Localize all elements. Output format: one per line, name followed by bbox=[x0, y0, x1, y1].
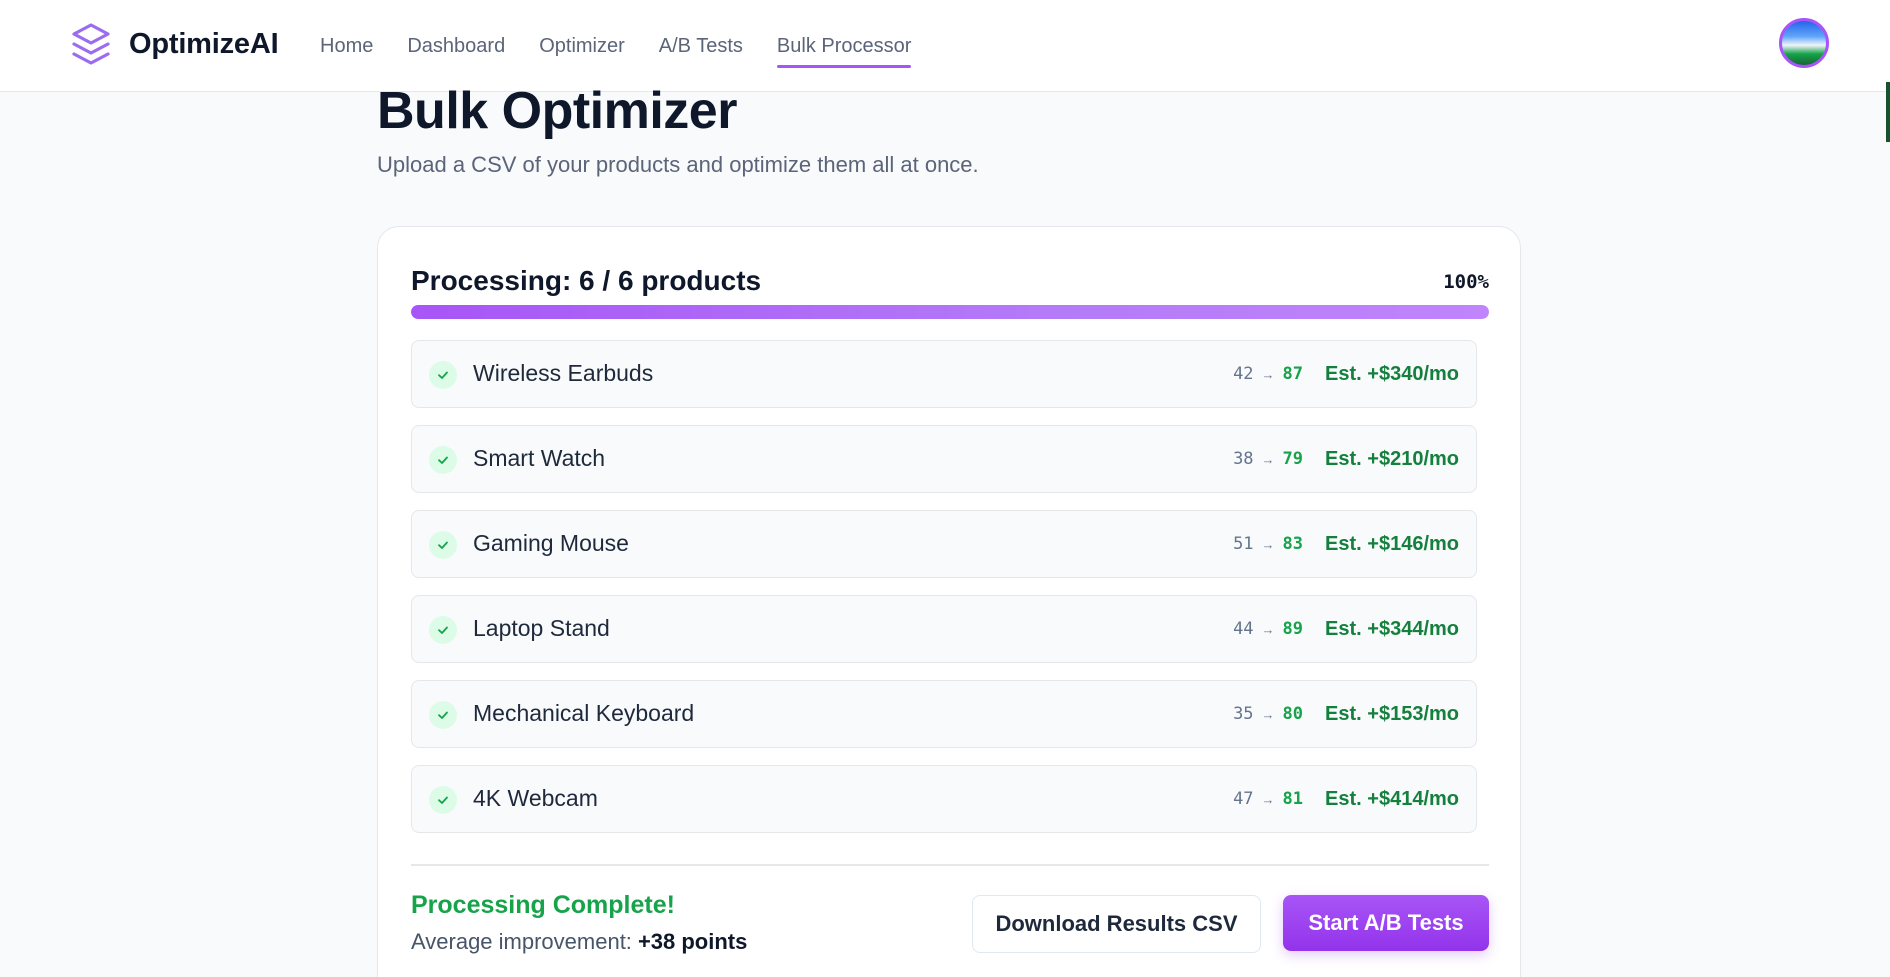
product-name: Smart Watch bbox=[473, 445, 606, 471]
score-change: 35 → 80 Est. +$153/mo bbox=[1233, 681, 1459, 747]
top-navigation-bar: OptimizeAI Home Dashboard Optimizer A/B … bbox=[0, 0, 1890, 92]
new-score: 89 bbox=[1282, 619, 1304, 639]
completion-status: Processing Complete! bbox=[411, 891, 675, 919]
progress-title: Processing: 6 / 6 products bbox=[411, 265, 762, 296]
score-change: 51 → 83 Est. +$146/mo bbox=[1233, 511, 1459, 577]
brand[interactable]: OptimizeAI bbox=[70, 22, 279, 66]
layers-icon bbox=[72, 23, 110, 65]
revenue-estimate: Est. +$340/mo bbox=[1325, 362, 1459, 385]
arrow-right-icon: → bbox=[1261, 621, 1275, 637]
score-change: 42 → 87 Est. +$340/mo bbox=[1233, 341, 1459, 407]
new-score: 79 bbox=[1282, 449, 1304, 469]
product-list: Wireless Earbuds 42 → 87 Est. +$340/mo S… bbox=[411, 340, 1477, 850]
list-item: 4K Webcam 47 → 81 Est. +$414/mo bbox=[411, 765, 1477, 833]
list-item: Smart Watch 38 → 79 Est. +$210/mo bbox=[411, 425, 1477, 493]
progress-header: Processing: 6 / 6 products 100% bbox=[411, 265, 1489, 301]
score-change: 38 → 79 Est. +$210/mo bbox=[1233, 426, 1459, 492]
revenue-estimate: Est. +$153/mo bbox=[1325, 702, 1459, 725]
new-score: 80 bbox=[1282, 704, 1304, 724]
product-name: Wireless Earbuds bbox=[473, 360, 654, 386]
old-score: 51 bbox=[1233, 534, 1254, 554]
arrow-right-icon: → bbox=[1261, 536, 1275, 552]
page-title: Bulk Optimizer bbox=[377, 82, 737, 140]
new-score: 83 bbox=[1282, 534, 1304, 554]
list-item: Gaming Mouse 51 → 83 Est. +$146/mo bbox=[411, 510, 1477, 578]
old-score: 44 bbox=[1233, 619, 1254, 639]
progress-bar-fill bbox=[411, 305, 1489, 319]
product-name: 4K Webcam bbox=[473, 785, 598, 811]
divider bbox=[411, 864, 1489, 866]
page-subtitle: Upload a CSV of your products and optimi… bbox=[377, 152, 979, 177]
revenue-estimate: Est. +$344/mo bbox=[1325, 617, 1459, 640]
score-change: 44 → 89 Est. +$344/mo bbox=[1233, 596, 1459, 662]
old-score: 42 bbox=[1233, 364, 1254, 384]
revenue-estimate: Est. +$414/mo bbox=[1325, 787, 1459, 810]
revenue-estimate: Est. +$210/mo bbox=[1325, 447, 1459, 470]
new-score: 81 bbox=[1282, 789, 1304, 809]
average-improvement-label: Average improvement: bbox=[411, 929, 632, 954]
old-score: 47 bbox=[1233, 789, 1254, 809]
nav-item-home[interactable]: Home bbox=[320, 34, 374, 57]
check-icon bbox=[429, 446, 457, 474]
nav-item-dashboard[interactable]: Dashboard bbox=[407, 34, 506, 57]
arrow-right-icon: → bbox=[1261, 451, 1275, 467]
product-name: Laptop Stand bbox=[473, 615, 610, 641]
list-item: Laptop Stand 44 → 89 Est. +$344/mo bbox=[411, 595, 1477, 663]
product-name: Gaming Mouse bbox=[473, 530, 629, 556]
nav-item-ab-tests[interactable]: A/B Tests bbox=[658, 34, 743, 57]
list-item: Mechanical Keyboard 35 → 80 Est. +$153/m… bbox=[411, 680, 1477, 748]
main-nav: Home Dashboard Optimizer A/B Tests Bulk … bbox=[320, 0, 945, 92]
nav-item-optimizer[interactable]: Optimizer bbox=[539, 34, 625, 57]
list-item: Wireless Earbuds 42 → 87 Est. +$340/mo bbox=[411, 340, 1477, 408]
download-results-button[interactable]: Download Results CSV bbox=[972, 895, 1261, 953]
average-improvement: Average improvement: +38 points bbox=[411, 929, 747, 955]
arrow-right-icon: → bbox=[1261, 791, 1275, 807]
start-ab-tests-button[interactable]: Start A/B Tests bbox=[1283, 895, 1489, 951]
check-icon bbox=[429, 361, 457, 389]
progress-bar bbox=[411, 305, 1489, 319]
check-icon bbox=[429, 786, 457, 814]
product-name: Mechanical Keyboard bbox=[473, 700, 695, 726]
check-icon bbox=[429, 701, 457, 729]
old-score: 38 bbox=[1233, 449, 1254, 469]
new-score: 87 bbox=[1282, 364, 1304, 384]
old-score: 35 bbox=[1233, 704, 1254, 724]
scroll-edge-marker bbox=[1886, 82, 1890, 142]
score-change: 47 → 81 Est. +$414/mo bbox=[1233, 766, 1459, 832]
check-icon bbox=[429, 531, 457, 559]
arrow-right-icon: → bbox=[1261, 706, 1275, 722]
average-improvement-value: +38 points bbox=[637, 929, 748, 954]
check-icon bbox=[429, 616, 457, 644]
revenue-estimate: Est. +$146/mo bbox=[1325, 532, 1459, 555]
arrow-right-icon: → bbox=[1261, 366, 1275, 382]
bulk-processing-card: Processing: 6 / 6 products 100% Wireless… bbox=[377, 226, 1521, 977]
progress-percent: 100% bbox=[1443, 271, 1489, 293]
app-name: OptimizeAI bbox=[129, 27, 279, 60]
nav-item-bulk-processor[interactable]: Bulk Processor bbox=[776, 0, 911, 92]
user-avatar[interactable] bbox=[1779, 18, 1829, 68]
